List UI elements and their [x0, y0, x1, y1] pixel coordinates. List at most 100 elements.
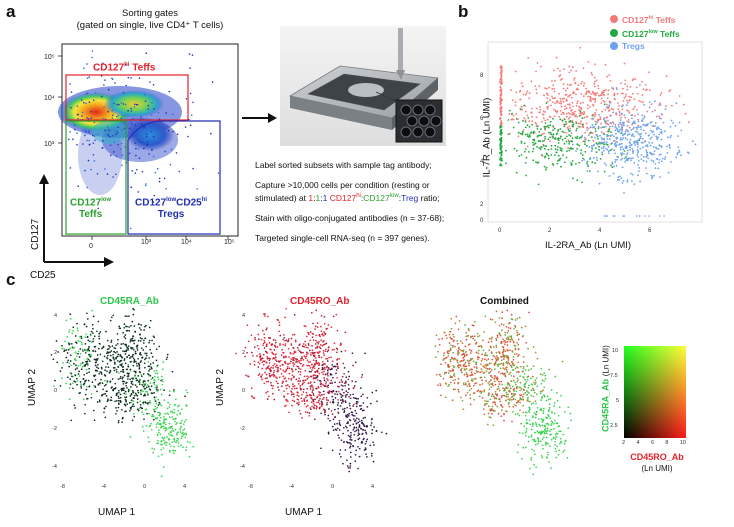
umap-dot — [312, 394, 315, 397]
umap-dot — [512, 398, 515, 400]
adt-dot — [568, 149, 571, 152]
umap-dot — [511, 368, 514, 371]
adt-dot — [571, 140, 574, 143]
umap-dot — [298, 401, 300, 404]
adt-dot — [556, 149, 559, 151]
adt-dot — [560, 135, 562, 138]
umap-dot — [295, 368, 297, 371]
umap-dot — [516, 334, 519, 337]
umap-dot — [130, 393, 133, 396]
adt-dot — [585, 116, 588, 118]
umap-dot — [162, 361, 165, 363]
umap-dot — [101, 393, 104, 396]
adt-dot — [550, 144, 553, 147]
umap-dot — [446, 352, 449, 354]
umap-dot — [267, 365, 270, 367]
adt-dot — [580, 82, 582, 85]
umap-dot — [294, 340, 297, 343]
umap-dot — [313, 404, 316, 407]
adt-dot — [565, 132, 568, 134]
adt-dot — [626, 99, 628, 102]
adt-dot — [612, 88, 615, 90]
umap-dot — [292, 383, 294, 385]
umap-dot — [262, 329, 264, 332]
umap-dot — [459, 340, 462, 343]
adt-dot — [530, 112, 533, 114]
umap-dot — [531, 425, 534, 427]
adt-dot — [650, 129, 652, 132]
umap-dot — [477, 358, 479, 361]
umap-dot — [444, 396, 447, 399]
adt-dot — [563, 142, 566, 145]
adt-dot — [613, 165, 615, 168]
facs-dot — [90, 110, 92, 113]
adt-dot — [655, 135, 658, 138]
adt-dot — [587, 139, 590, 142]
umap-dot — [68, 398, 71, 401]
umap-dot — [308, 364, 311, 367]
ratio-hi: CD127 — [329, 192, 357, 203]
adt-dot — [658, 127, 660, 130]
umap-dot — [457, 353, 459, 356]
umap-dot — [536, 411, 538, 413]
umap-dot — [272, 339, 275, 341]
adt-dot — [582, 140, 585, 143]
umap-dot — [308, 370, 311, 373]
umap-dot — [331, 360, 334, 363]
umap-dot — [456, 340, 458, 342]
umap-dot — [157, 455, 160, 458]
umap-dot — [97, 347, 100, 350]
umap-dot — [469, 359, 471, 362]
umap-dot — [494, 410, 496, 412]
adt-dot — [543, 165, 546, 168]
umap-dot — [301, 383, 304, 386]
adt-dot — [604, 121, 607, 124]
adt-dot — [547, 124, 549, 127]
umap-dot — [328, 392, 331, 395]
umap-dot — [148, 425, 151, 428]
umap-dot — [135, 394, 138, 396]
umap-dot — [311, 386, 314, 388]
adt-dot — [596, 159, 599, 162]
umap-dot — [459, 363, 461, 366]
umap-dot — [345, 426, 348, 429]
umap-dot — [358, 404, 361, 407]
adt-dot — [661, 157, 664, 160]
umap-dot — [280, 372, 283, 375]
facs-dot — [109, 135, 111, 138]
umap-dot — [285, 387, 288, 390]
adt-dot — [528, 92, 531, 95]
umap-dot — [500, 396, 503, 399]
adt-dot — [618, 114, 621, 117]
umap-dot — [163, 419, 165, 422]
adt-dot — [571, 147, 574, 150]
facs-dot — [152, 135, 155, 138]
umap-dot — [109, 351, 111, 353]
adt-dot — [578, 161, 581, 164]
adt-dot — [570, 132, 573, 135]
umap-dot — [498, 371, 500, 373]
umap-dot — [154, 405, 157, 408]
umap-dot — [290, 360, 292, 363]
umap-dot — [348, 402, 351, 405]
umap-dot — [468, 389, 471, 392]
adt-xtick: 4 — [598, 228, 602, 234]
adt-dot — [619, 128, 622, 131]
adt-dot — [656, 138, 659, 140]
adt-dot — [586, 107, 589, 110]
adt-dot — [592, 104, 595, 107]
umap-dot — [358, 447, 361, 450]
adt-dot — [566, 115, 568, 118]
adt-dot — [631, 148, 634, 150]
umap-dot — [501, 317, 504, 320]
umap-dot — [501, 311, 504, 313]
adt-dot — [559, 137, 562, 140]
umap-dot — [125, 325, 127, 328]
umap-dot — [511, 392, 513, 395]
umap-dot — [509, 349, 511, 352]
umap-dot — [334, 365, 337, 368]
umap-dot — [284, 377, 287, 379]
adt-dot — [499, 116, 502, 119]
umap-dot — [452, 345, 455, 347]
umap-dot — [344, 400, 347, 402]
